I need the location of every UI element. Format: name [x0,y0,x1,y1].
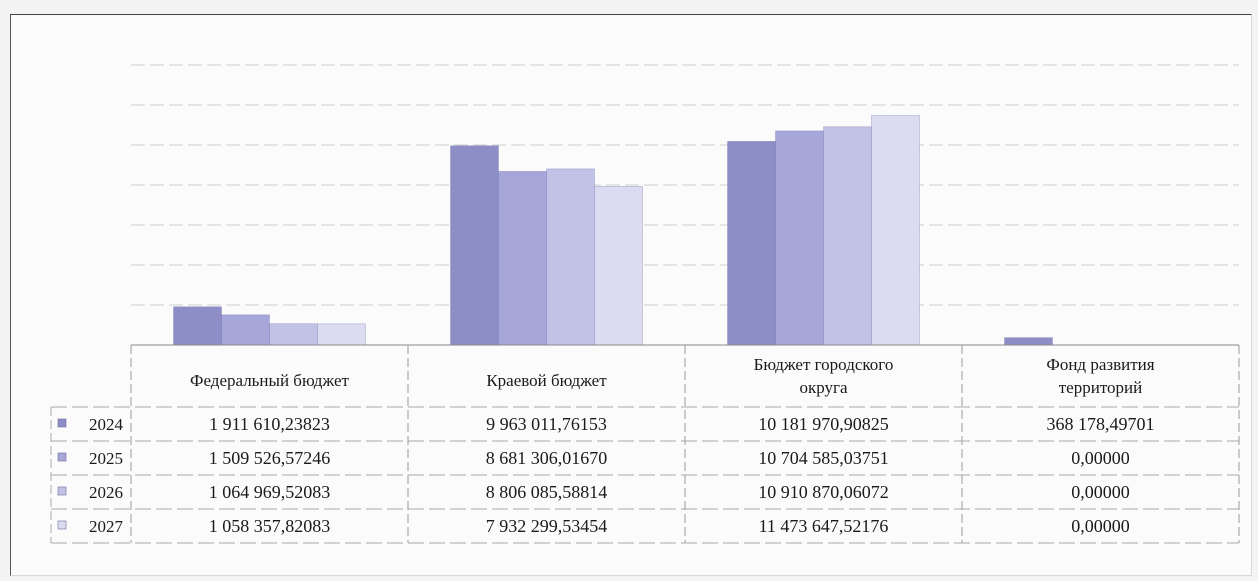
bar-2024-2 [450,145,499,346]
data-label: 1 064 969,52083 [209,482,331,502]
legend-key-2024 [57,418,67,428]
data-label: 9 963 011,76153 [486,414,607,434]
category-label: территорий [1059,378,1142,397]
legend-label-2025: 2025 [89,449,123,468]
data-label: 10 910 870,06072 [758,482,889,502]
data-label: 368 178,49701 [1047,414,1155,434]
chart-frame: Федеральный бюджет Краевой бюджет Бюджет г… [10,14,1252,576]
data-label: 1 911 610,23823 [209,414,330,434]
data-label: 1 509 526,57246 [209,448,331,468]
legend-label-2026: 2026 [89,483,123,502]
data-label: 11 473 647,52176 [759,516,889,536]
bar-2026-2 [546,168,595,346]
legend-key-2027 [57,520,67,530]
legend-key-2026 [57,486,67,496]
category-label: Фонд развития [1046,355,1154,374]
bar-2024-3 [727,141,776,346]
bar-2025-2 [498,171,547,346]
legend-key-2025 [57,452,67,462]
category-label: Бюджет городского [754,355,894,374]
data-label: 8 806 085,58814 [486,482,608,502]
category-label: округа [799,378,848,397]
bar-2025-3 [775,130,824,346]
bar-2026-1 [269,323,318,346]
category-label: Краевой бюджет [486,371,607,390]
bar-2026-3 [823,126,872,346]
data-label: 10 704 585,03751 [758,448,889,468]
bar-2027-3 [871,115,920,346]
data-label: 7 932 299,53454 [486,516,608,536]
bar-2024-4 [1004,337,1053,346]
bar-2027-2 [594,186,643,346]
chart-canvas: Федеральный бюджет Краевой бюджет Бюджет г… [50,64,1240,544]
legend-label-2024: 2024 [89,415,124,434]
bar-2025-1 [221,314,270,346]
data-label: 0,00000 [1071,482,1130,502]
data-label: 8 681 306,01670 [486,448,608,468]
data-label: 10 181 970,90825 [758,414,889,434]
bar-2027-1 [317,323,366,346]
bar-2024-1 [173,306,222,346]
data-label: 0,00000 [1071,448,1130,468]
legend-label-2027: 2027 [89,517,124,536]
data-label: 0,00000 [1071,516,1130,536]
data-label: 1 058 357,82083 [209,516,331,536]
category-label: Федеральный бюджет [190,371,349,390]
